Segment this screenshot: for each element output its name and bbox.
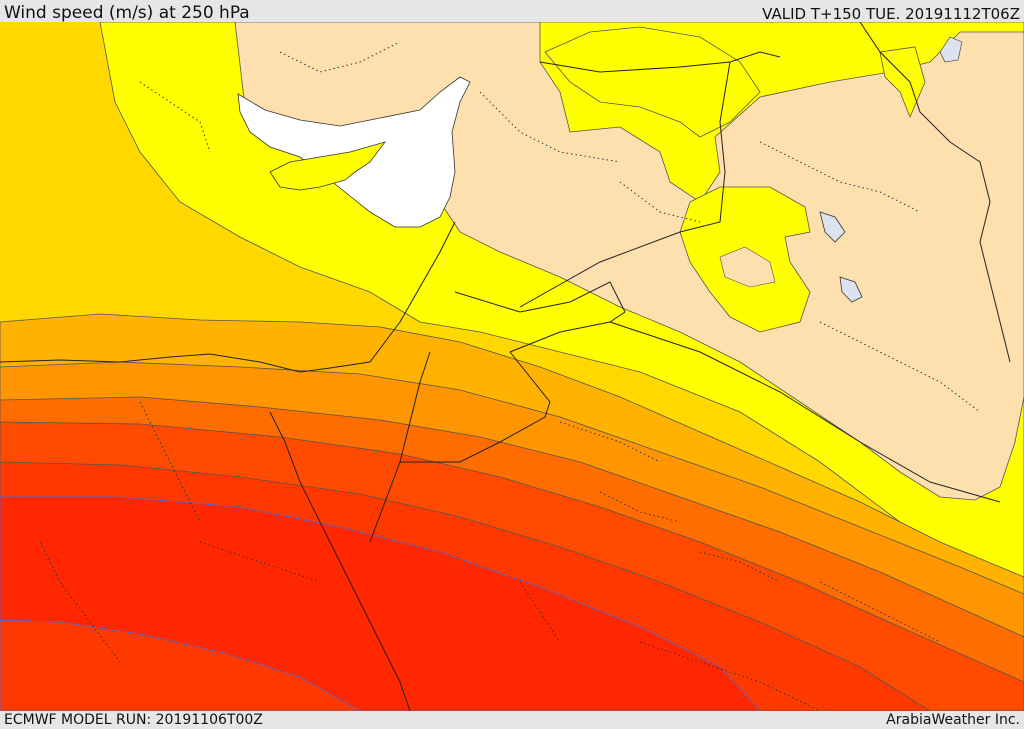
credit-label: ArabiaWeather Inc. (886, 712, 1020, 728)
lake (939, 36, 963, 63)
map-title: Wind speed (m/s) at 250 hPa (4, 3, 250, 23)
valid-time: VALID T+150 TUE. 20191112T06Z (762, 5, 1020, 23)
internal-boundaries (39, 41, 981, 711)
band-1-pocket-east (879, 46, 926, 119)
band-1-pocket-north (544, 26, 761, 138)
model-run-label: ECMWF MODEL RUN: 20191106T00Z (4, 712, 263, 728)
header-bar: Wind speed (m/s) at 250 hPa VALID T+150 … (0, 0, 1024, 23)
cyprus-outline (269, 141, 387, 191)
footer-bar: ECMWF MODEL RUN: 20191106T00Z ArabiaWeat… (0, 711, 1024, 729)
band-6c-area (0, 619, 361, 711)
wind-speed-map (0, 22, 1024, 711)
lake (819, 211, 846, 243)
coastlines (0, 22, 1011, 711)
low-wind-land-pocket (719, 246, 776, 288)
lake (839, 276, 863, 303)
